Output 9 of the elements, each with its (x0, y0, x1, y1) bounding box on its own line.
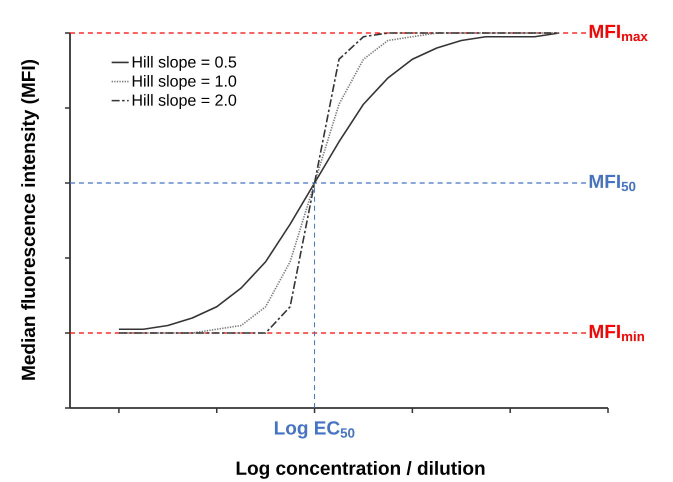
legend-label: Hill slope = 1.0 (132, 75, 236, 90)
y-axis-title: Median fluorescence intensity (MFI) (21, 60, 39, 380)
text: Log EC$_{50}$ (274, 421, 354, 438)
ref-line-label: MFI$_{max}$ (590, 24, 648, 42)
legend-label: Hill slope = 0.5 (132, 56, 236, 71)
legend-label: Hill slope = 2.0 (132, 94, 236, 109)
ref-line-label: MFI$_{min}$ (590, 324, 644, 342)
x-axis-title: Log concentration / dilution (236, 460, 484, 479)
ref-line-label: MFI$_{50}$ (590, 174, 636, 192)
